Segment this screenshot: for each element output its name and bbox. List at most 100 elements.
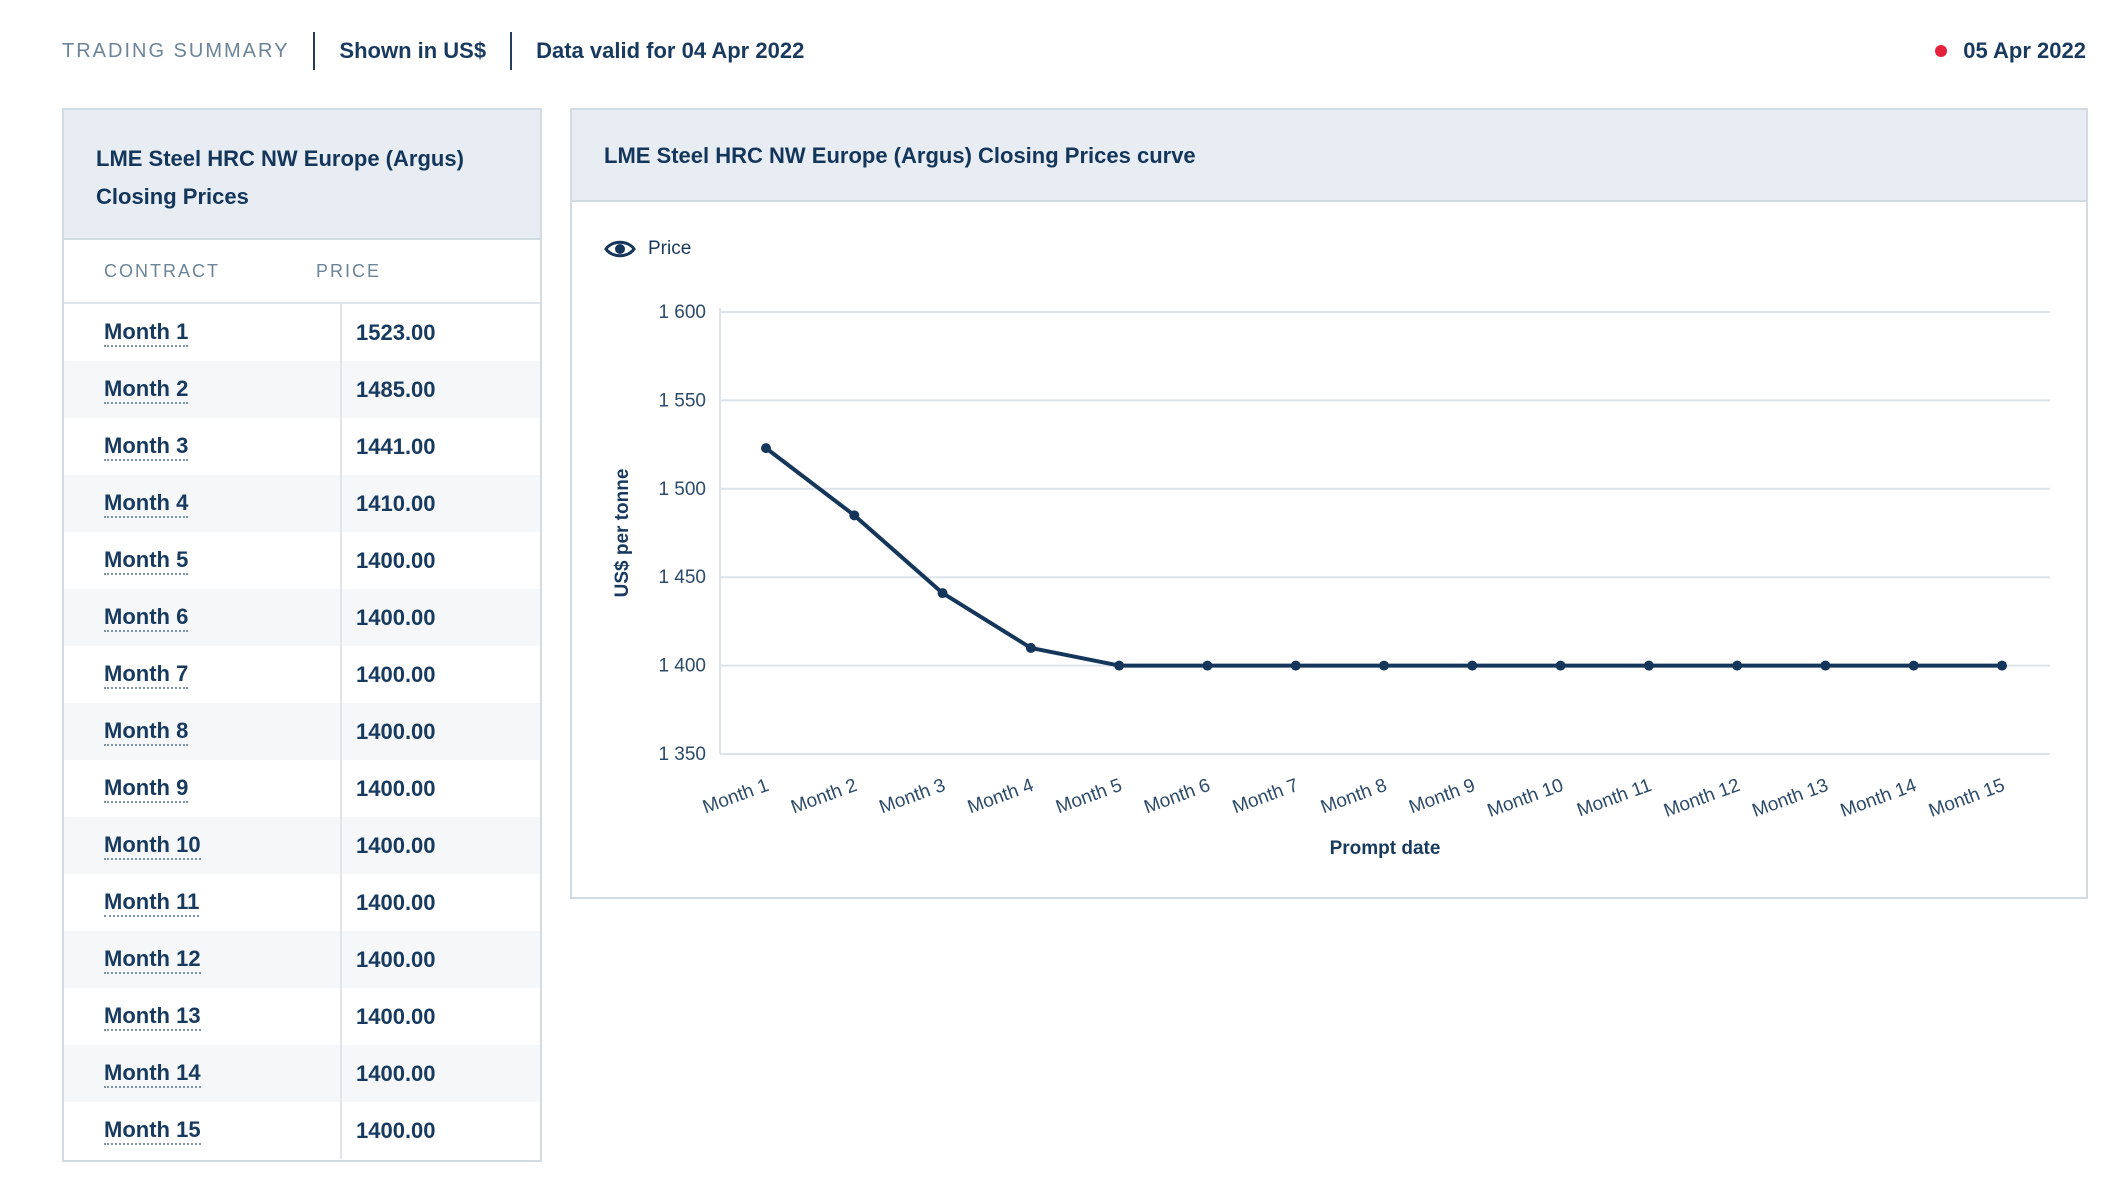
contract-link[interactable]: Month 13 xyxy=(104,1003,201,1031)
contract-cell: Month 7 xyxy=(64,646,342,703)
column-header-contract: CONTRACT xyxy=(104,260,220,281)
price-point[interactable] xyxy=(1732,660,1743,671)
contract-cell: Month 11 xyxy=(64,874,342,931)
price-point[interactable] xyxy=(1643,660,1654,671)
table-row: Month 11 1400.00 xyxy=(64,874,540,931)
price-cell: 1400.00 xyxy=(356,547,436,573)
contract-link[interactable]: Month 1 xyxy=(104,319,189,347)
table-row: Month 13 1400.00 xyxy=(64,988,540,1045)
contract-link[interactable]: Month 12 xyxy=(104,946,201,974)
price-cell: 1400.00 xyxy=(356,889,436,915)
contract-link[interactable]: Month 6 xyxy=(104,604,189,632)
x-tick-label: Month 5 xyxy=(1053,775,1125,818)
y-tick-label: 1 350 xyxy=(658,744,706,765)
price-series-line xyxy=(764,446,2002,668)
contract-link[interactable]: Month 11 xyxy=(104,889,200,917)
table-row: Month 7 1400.00 xyxy=(64,646,540,703)
price-point[interactable] xyxy=(1820,660,1831,671)
price-point[interactable] xyxy=(1379,660,1389,671)
x-tick-label: Month 8 xyxy=(1318,775,1390,818)
contract-link[interactable]: Month 9 xyxy=(104,775,189,803)
x-tick-label: Month 2 xyxy=(788,775,860,818)
contract-cell: Month 6 xyxy=(64,589,342,646)
table-row: Month 6 1400.00 xyxy=(64,589,540,646)
divider xyxy=(313,32,316,70)
price-point[interactable] xyxy=(1025,642,1036,653)
price-point[interactable] xyxy=(1290,660,1301,671)
price-cell: 1441.00 xyxy=(356,433,436,459)
contract-cell: Month 1 xyxy=(64,304,342,361)
contract-cell: Month 14 xyxy=(64,1045,342,1102)
x-tick-label: Month 11 xyxy=(1574,775,1654,821)
price-point[interactable] xyxy=(761,443,771,454)
x-tick-label: Month 14 xyxy=(1838,775,1920,822)
eye-icon xyxy=(604,240,636,258)
trading-summary-label: TRADING SUMMARY xyxy=(62,39,290,62)
table-row: Month 1 1523.00 xyxy=(64,304,540,361)
currency-label: Shown in US$ xyxy=(339,38,487,63)
x-tick-label: Month 1 xyxy=(700,775,772,818)
price-point[interactable] xyxy=(1555,660,1566,671)
price-cell: 1410.00 xyxy=(356,490,436,516)
price-point[interactable] xyxy=(1997,660,2007,671)
price-cell: 1400.00 xyxy=(356,661,436,687)
x-axis-title: Prompt date xyxy=(1330,838,1441,859)
x-tick-label: Month 4 xyxy=(965,775,1037,818)
y-tick-label: 1 550 xyxy=(658,390,706,411)
table-header-row: CONTRACT PRICE xyxy=(64,240,540,304)
table-row: Month 14 1400.00 xyxy=(64,1045,540,1102)
contract-cell: Month 9 xyxy=(64,760,342,817)
table-row: Month 4 1410.00 xyxy=(64,475,540,532)
price-point[interactable] xyxy=(1202,660,1213,671)
contract-cell: Month 3 xyxy=(64,418,342,475)
current-date: 05 Apr 2022 xyxy=(1935,38,2086,64)
contract-cell: Month 2 xyxy=(64,361,342,418)
x-tick-label: Month 10 xyxy=(1485,775,1567,822)
contract-link[interactable]: Month 4 xyxy=(104,490,189,518)
contract-link[interactable]: Month 14 xyxy=(104,1060,201,1088)
price-point[interactable] xyxy=(937,588,948,599)
table-row: Month 8 1400.00 xyxy=(64,703,540,760)
table-row: Month 12 1400.00 xyxy=(64,931,540,988)
price-cell: 1400.00 xyxy=(356,832,436,858)
contract-link[interactable]: Month 15 xyxy=(104,1117,201,1145)
current-date-label: 05 Apr 2022 xyxy=(1963,38,2086,63)
y-axis-title: US$ per tonne xyxy=(612,469,633,598)
price-point[interactable] xyxy=(1114,660,1125,671)
live-status-dot-icon xyxy=(1935,45,1948,57)
y-tick-label: 1 400 xyxy=(658,656,706,677)
contract-link[interactable]: Month 3 xyxy=(104,433,189,461)
price-cell: 1400.00 xyxy=(356,1117,436,1143)
price-cell: 1400.00 xyxy=(356,718,436,744)
x-tick-label: Month 9 xyxy=(1406,775,1478,818)
divider xyxy=(510,32,513,70)
contract-cell: Month 5 xyxy=(64,532,342,589)
legend-label: Price xyxy=(648,238,692,259)
price-curve-chart: 1 350 1 400 1 450 1 500 1 550 1 600 US$ per to… xyxy=(612,302,2050,859)
contract-cell: Month 10 xyxy=(64,817,342,874)
table-row: Month 3 1441.00 xyxy=(64,418,540,475)
contract-link[interactable]: Month 5 xyxy=(104,547,189,575)
legend-item-price[interactable]: Price xyxy=(604,238,691,260)
x-tick-label: Month 13 xyxy=(1750,775,1832,822)
table-row: Month 9 1400.00 xyxy=(64,760,540,817)
data-validity-label: Data valid for 04 Apr 2022 xyxy=(536,38,805,63)
contract-link[interactable]: Month 10 xyxy=(104,832,201,860)
closing-prices-curve-panel: LME Steel HRC NW Europe (Argus) Closing … xyxy=(570,108,2088,899)
contract-link[interactable]: Month 2 xyxy=(104,376,189,404)
contract-cell: Month 4 xyxy=(64,475,342,532)
table-body: Month 1 1523.00 Month 2 1485.00 Month 3 1441.… xyxy=(64,304,540,1159)
price-cell: 1400.00 xyxy=(356,1060,436,1086)
contract-cell: Month 13 xyxy=(64,988,342,1045)
contract-cell: Month 15 xyxy=(64,1102,342,1159)
price-point[interactable] xyxy=(1467,660,1478,671)
column-header-price: PRICE xyxy=(316,260,382,281)
contract-link[interactable]: Month 8 xyxy=(104,718,189,746)
price-point[interactable] xyxy=(1908,660,1919,671)
x-tick-label: Month 15 xyxy=(1926,775,2008,822)
y-tick-label: 1 450 xyxy=(658,567,706,588)
contract-link[interactable]: Month 7 xyxy=(104,661,189,689)
y-tick-label: 1 500 xyxy=(658,479,706,500)
price-point[interactable] xyxy=(849,510,860,521)
contract-cell: Month 8 xyxy=(64,703,342,760)
